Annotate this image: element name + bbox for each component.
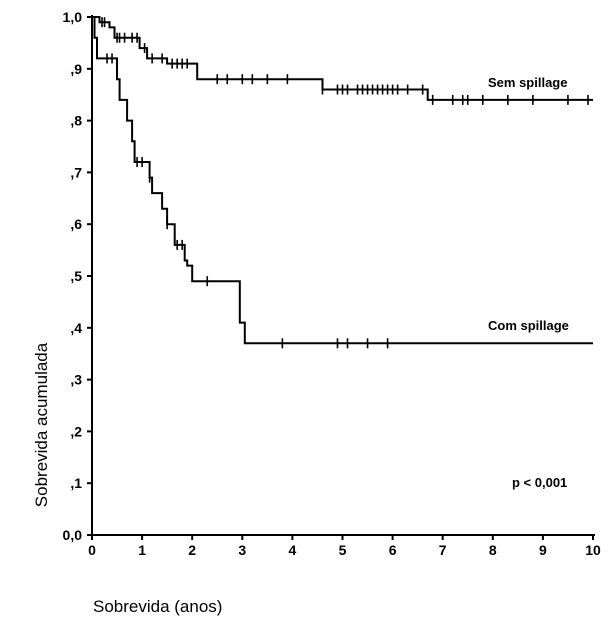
y-tick-label: ,2 (70, 423, 82, 439)
x-tick-label: 5 (339, 542, 347, 558)
x-tick-label: 4 (289, 542, 297, 558)
x-tick-label: 10 (585, 542, 601, 558)
x-tick-label: 9 (539, 542, 547, 558)
y-tick-label: ,8 (70, 113, 82, 129)
axes (91, 15, 595, 536)
axis-ticks: 0 1 2 3 4 5 6 7 8 9 10 0,0 ,1 ,2 ,3 ,4 ,5 ,6 ,7 ,8 ,9 1,0 (63, 9, 601, 558)
y-tick-label: 0,0 (63, 527, 83, 543)
x-axis-title: Sobrevida (anos) (93, 597, 222, 616)
y-tick-label: ,1 (70, 475, 82, 491)
y-tick-label: ,6 (70, 216, 82, 232)
y-tick-label: 1,0 (63, 9, 83, 25)
y-tick-label: ,9 (70, 61, 82, 77)
x-tick-label: 6 (389, 542, 397, 558)
x-tick-label: 1 (138, 542, 146, 558)
series-label-sem-spillage: Sem spillage (488, 75, 567, 90)
y-tick-label: ,4 (70, 320, 82, 336)
series-line-com-spillage (92, 16, 593, 345)
x-tick-label: 7 (439, 542, 447, 558)
series-label-com-spillage: Com spillage (488, 318, 569, 333)
y-axis-title: Sobrevida acumulada (32, 342, 51, 507)
y-tick-label: ,7 (70, 164, 82, 180)
chart-labels: Sem spillage Com spillage p < 0,001 Sobr… (32, 75, 569, 616)
x-tick-label: 0 (88, 542, 96, 558)
survival-curves (92, 16, 593, 349)
y-tick-label: ,3 (70, 372, 82, 388)
p-value-annotation: p < 0,001 (512, 475, 567, 490)
x-tick-label: 8 (489, 542, 497, 558)
x-tick-label: 3 (238, 542, 246, 558)
y-tick-label: ,5 (70, 268, 82, 284)
x-tick-label: 2 (188, 542, 196, 558)
